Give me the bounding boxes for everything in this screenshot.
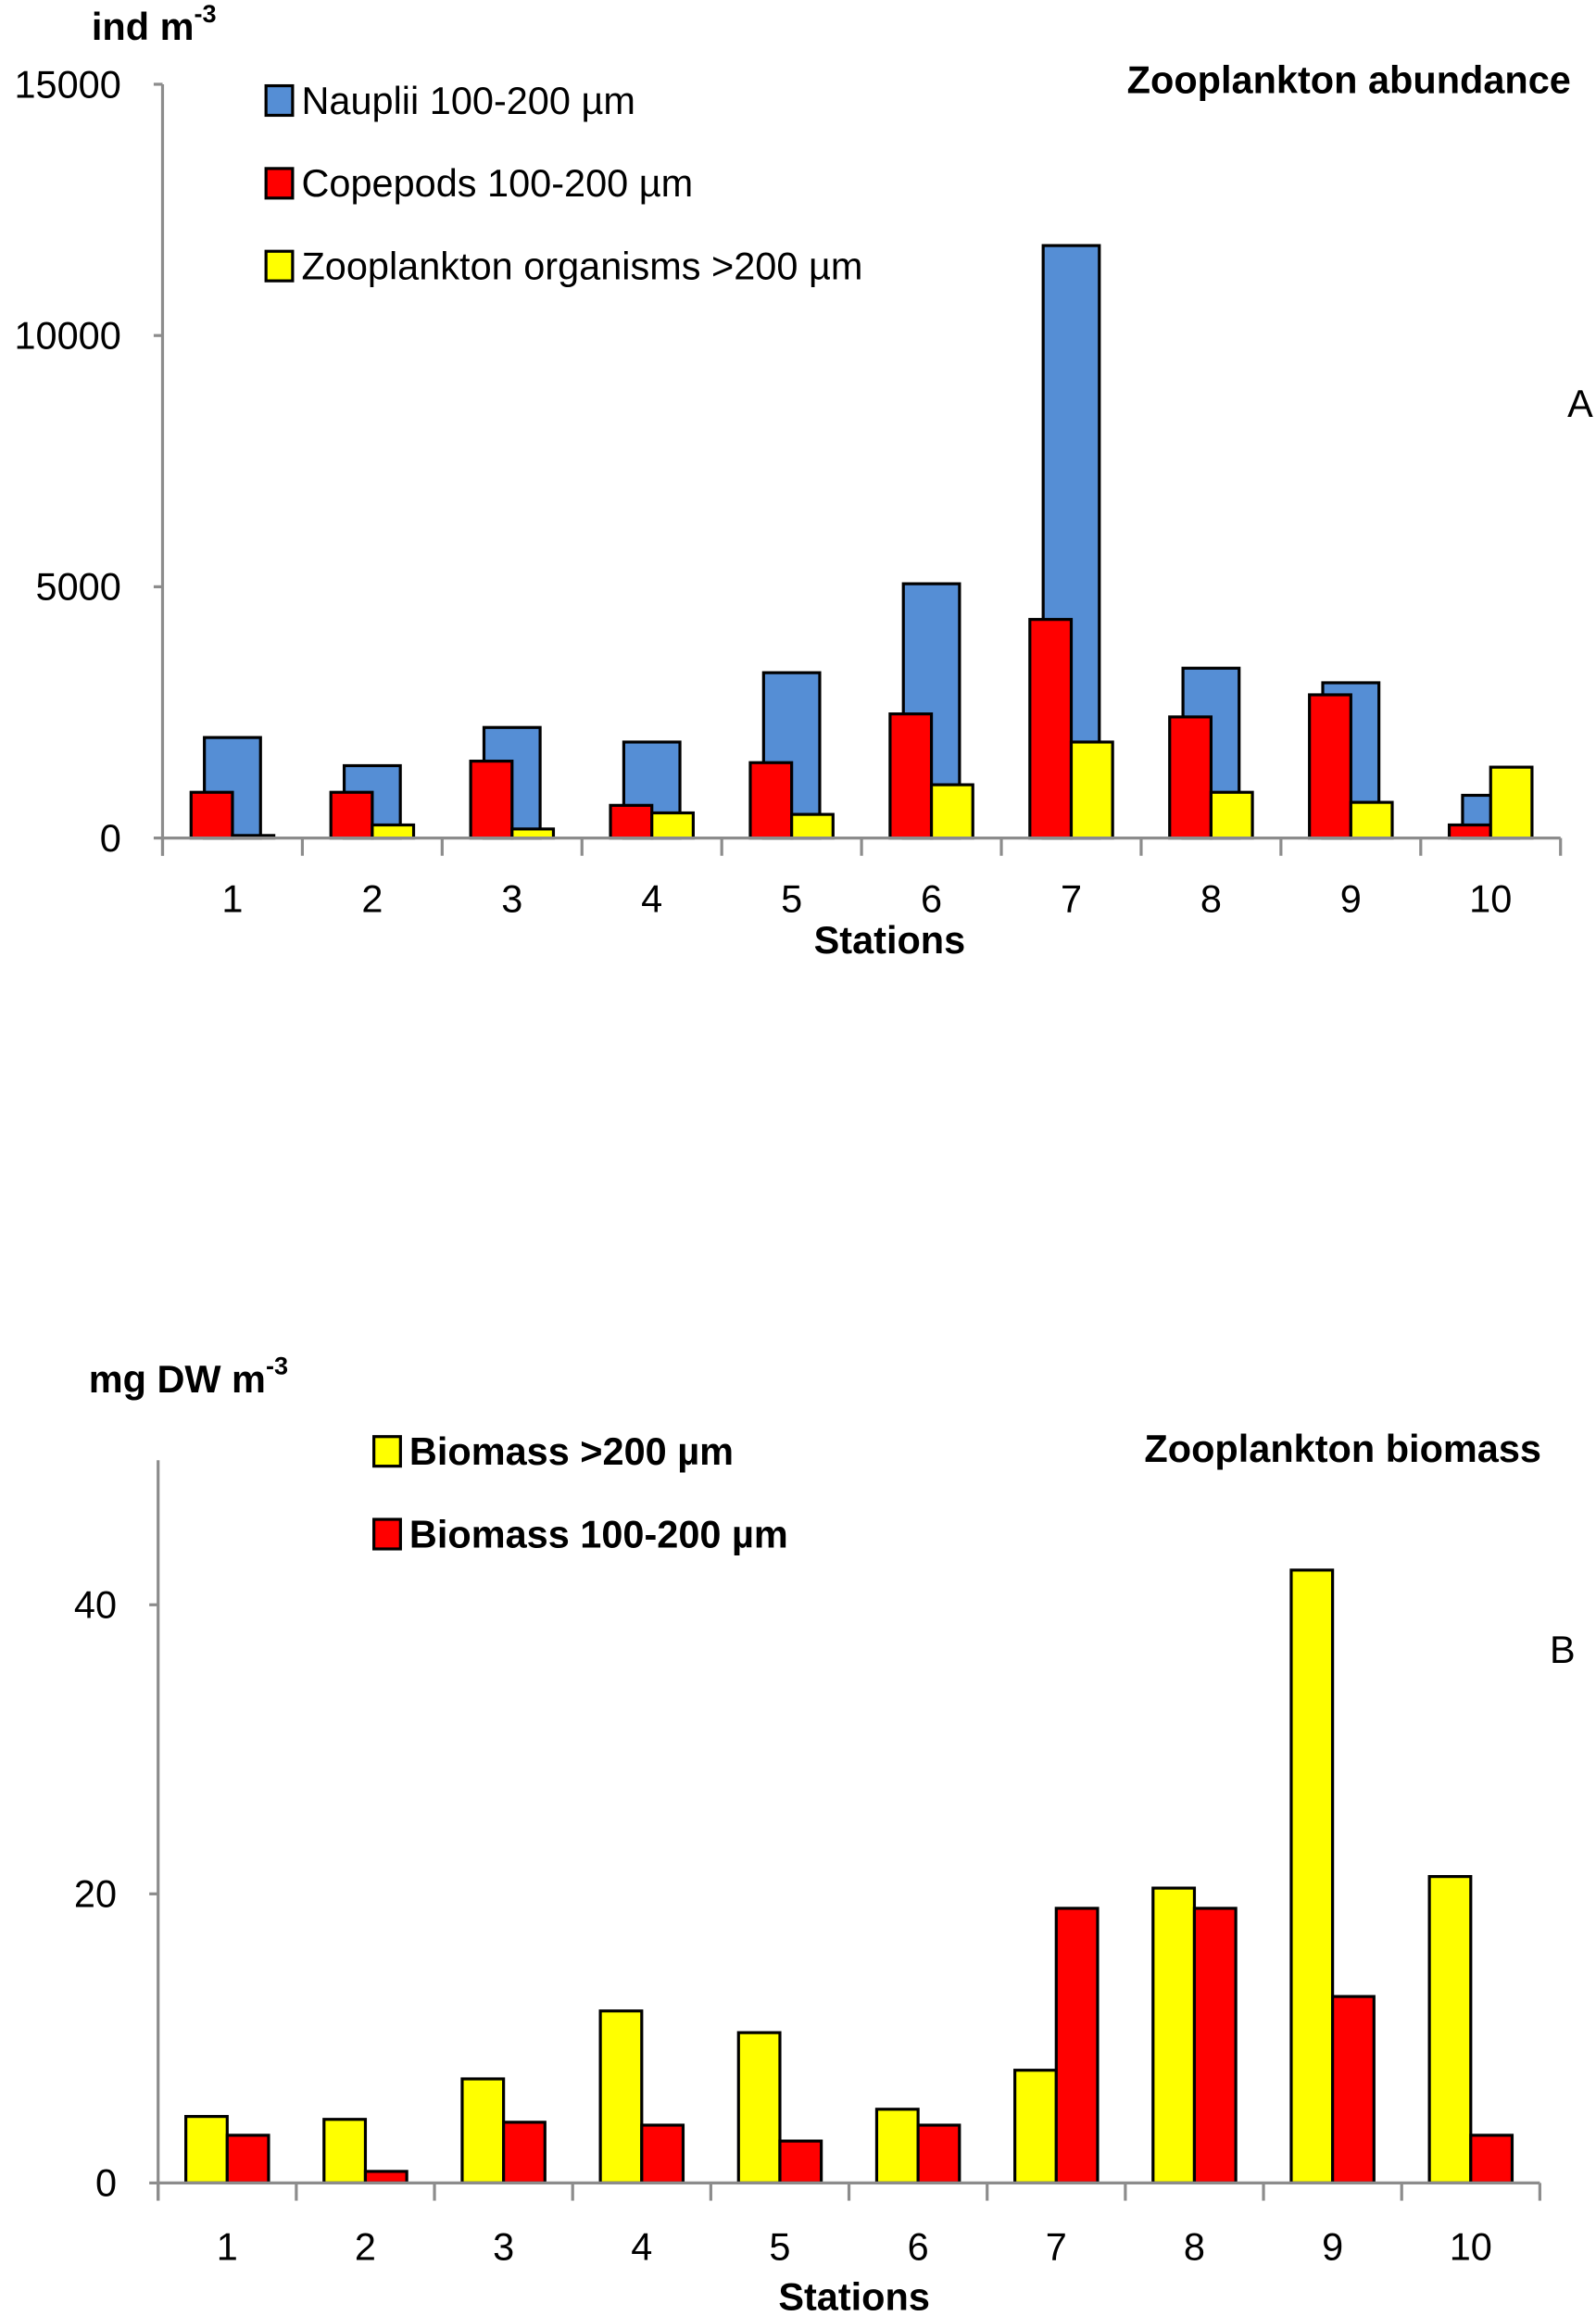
bar-3-10 — [1489, 765, 1534, 840]
bar-3-4 — [650, 811, 695, 840]
x-tick-label: 9 — [1340, 876, 1362, 920]
bar-1-10 — [1427, 1875, 1473, 2184]
bar-2-6 — [916, 2123, 961, 2184]
y-tick-label: 5000 — [36, 565, 121, 609]
legend-label: Copepods 100-200 µm — [301, 161, 693, 205]
legend-swatch — [264, 167, 295, 200]
bar-2-8 — [1192, 1907, 1238, 2184]
x-tick-label: 1 — [217, 2224, 238, 2268]
bar-3-9 — [1349, 800, 1394, 840]
panel-label: B — [1550, 1628, 1576, 1671]
y-tick-label: 10000 — [14, 314, 120, 358]
panel-label: A — [1567, 382, 1593, 425]
legend-swatch — [372, 1517, 402, 1551]
bar-1-2 — [322, 2118, 368, 2184]
x-tick-label: 1 — [221, 876, 243, 920]
bar-1-6 — [874, 2108, 920, 2184]
bar-3-7 — [1069, 740, 1114, 840]
x-tick-label: 9 — [1322, 2224, 1343, 2268]
y-axis-label: ind m-3 — [92, 0, 217, 48]
bar-2-3 — [502, 2121, 547, 2184]
x-tick-label: 3 — [501, 876, 522, 920]
x-tick-label: 4 — [641, 876, 662, 920]
bar-2-3 — [469, 760, 514, 840]
bar-2-8 — [1168, 715, 1213, 840]
chart-title: Zooplankton biomass — [1144, 1427, 1541, 1470]
bar-1-9 — [1289, 1568, 1335, 2184]
x-tick-label: 4 — [631, 2224, 652, 2268]
bar-3-5 — [790, 812, 835, 840]
bar-2-7 — [1054, 1907, 1100, 2184]
y-tick-label: 0 — [95, 2161, 117, 2205]
bar-1-8 — [1151, 1886, 1197, 2184]
bar-1-7 — [1013, 2069, 1058, 2184]
bar-2-1 — [225, 2133, 270, 2184]
bar-2-6 — [888, 712, 934, 840]
x-tick-label: 6 — [908, 2224, 929, 2268]
bar-1-5 — [736, 2031, 782, 2184]
x-tick-label: 2 — [355, 2224, 376, 2268]
y-tick-label: 40 — [74, 1583, 117, 1627]
biomass-chart: mg DW m-3 Zooplankton biomass B Stations… — [74, 1352, 1576, 2316]
abundance-chart: ind m-3 Zooplankton abundance A Stations… — [14, 0, 1593, 962]
bar-3-8 — [1209, 790, 1254, 840]
legend-label: Nauplii 100-200 µm — [301, 79, 635, 122]
bar-2-5 — [748, 761, 794, 840]
bar-2-10 — [1469, 2133, 1514, 2184]
x-tick-label: 6 — [921, 876, 942, 920]
legend-swatch — [264, 83, 295, 118]
legend-label: Zooplankton organisms >200 µm — [301, 245, 862, 288]
legend-swatch — [372, 1435, 402, 1468]
legend-swatch — [264, 249, 295, 283]
x-tick-label: 7 — [1046, 2224, 1067, 2268]
bar-2-10 — [1447, 823, 1492, 840]
bar-1-4 — [598, 2009, 644, 2184]
bar-2-2 — [329, 790, 374, 840]
bar-2-2 — [363, 2170, 408, 2184]
bar-2-7 — [1028, 618, 1074, 840]
legend-label: Biomass 100-200 µm — [409, 1512, 788, 1555]
x-tick-label: 8 — [1184, 2224, 1205, 2268]
y-axis-label: mg DW m-3 — [89, 1352, 288, 1401]
x-tick-label: 2 — [361, 876, 383, 920]
y-tick-label: 15000 — [14, 62, 120, 106]
bar-1-3 — [460, 2077, 506, 2184]
x-axis-title: Stations — [814, 918, 966, 962]
x-tick-label: 10 — [1450, 2224, 1492, 2268]
x-tick-label: 5 — [769, 2224, 790, 2268]
y-tick-label: 20 — [74, 1872, 117, 1916]
bar-3-2 — [371, 823, 416, 840]
bar-2-1 — [189, 790, 234, 840]
x-tick-label: 10 — [1469, 876, 1512, 920]
x-axis-title: Stations — [778, 2275, 930, 2316]
x-tick-label: 5 — [781, 876, 802, 920]
bar-2-4 — [640, 2123, 685, 2184]
bar-2-4 — [609, 803, 654, 840]
legend-label: Biomass >200 µm — [409, 1429, 734, 1473]
chart-title: Zooplankton abundance — [1127, 58, 1571, 102]
bar-3-6 — [929, 783, 974, 840]
x-tick-label: 3 — [493, 2224, 514, 2268]
bar-2-9 — [1308, 693, 1352, 840]
bar-1-1 — [184, 2115, 229, 2184]
bar-2-5 — [778, 2139, 823, 2184]
y-tick-label: 0 — [100, 816, 121, 860]
x-tick-label: 8 — [1200, 876, 1222, 920]
bar-2-9 — [1331, 1995, 1376, 2184]
x-tick-label: 7 — [1061, 876, 1082, 920]
